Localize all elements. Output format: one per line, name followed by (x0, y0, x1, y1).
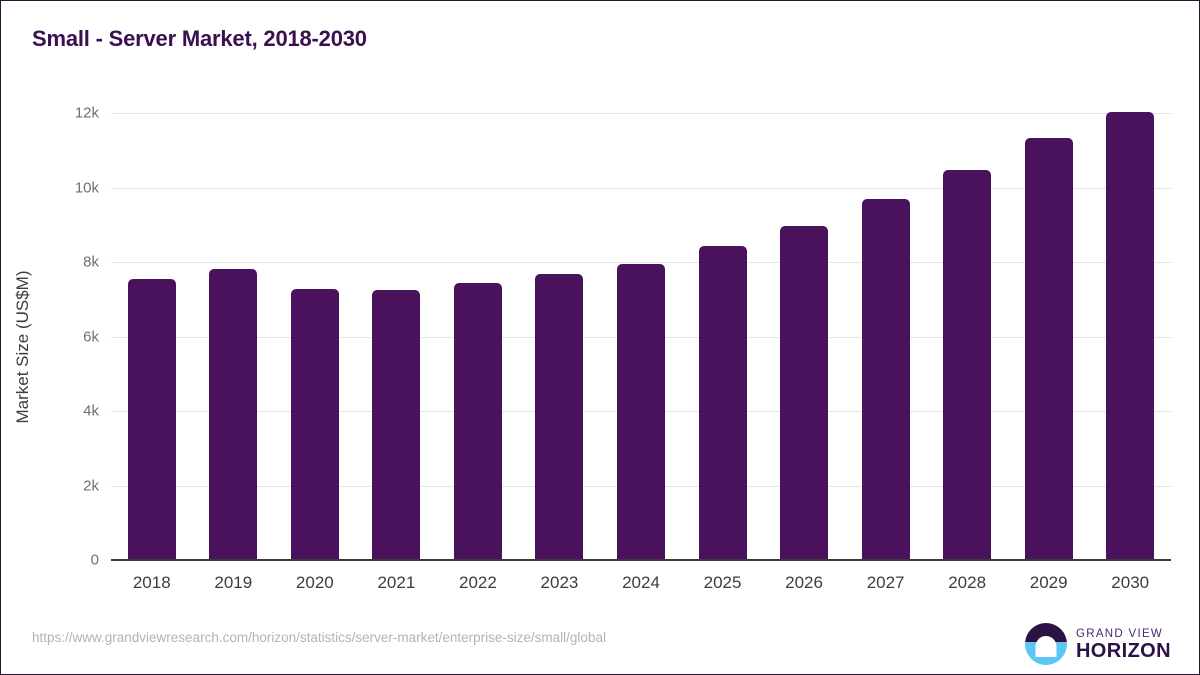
logo-sky (1024, 623, 1067, 643)
y-axis-tick-label: 10k (74, 179, 99, 196)
x-axis-tick-label-2024: 2024 (622, 573, 660, 592)
bar-2028[interactable] (943, 169, 992, 560)
x-axis-tick-label-2023: 2023 (540, 573, 579, 592)
bar-2027[interactable] (861, 199, 910, 560)
source-url[interactable]: https://www.grandviewresearch.com/horizo… (32, 630, 606, 645)
x-axis-line (111, 559, 1171, 561)
bar-2021[interactable] (372, 289, 421, 560)
bar-2022[interactable] (453, 282, 502, 560)
logo-line-lower (1040, 653, 1051, 657)
y-axis-tick-labels: 0 2k 4k 6k 8k 10k 12k (1, 1, 99, 675)
x-axis-tick-label-2021: 2021 (377, 573, 416, 592)
logo-line-upper (1037, 648, 1055, 651)
plot-area (111, 111, 1171, 560)
x-axis-tick-label-2020: 2020 (295, 573, 334, 592)
y-axis-tick-label: 12k (74, 104, 99, 122)
x-axis-tick-label-2028: 2028 (948, 573, 987, 592)
logo-grand-view-text: GRAND VIEW (1075, 627, 1164, 640)
bar-2019[interactable] (209, 268, 258, 560)
gridline (111, 262, 1171, 263)
bar-2029[interactable] (1024, 138, 1073, 560)
bar-2026[interactable] (780, 226, 829, 560)
bar-2030[interactable] (1106, 111, 1155, 560)
x-axis-tick-label-2025: 2025 (703, 573, 742, 592)
x-axis-tick-label-2029: 2029 (1029, 573, 1068, 592)
logo-sun (1035, 636, 1057, 658)
y-axis-tick-label: 8k (83, 253, 99, 271)
x-axis-tick-label-2018: 2018 (132, 573, 171, 592)
grand-view-horizon-logo: GRAND VIEW HORIZON (1024, 621, 1171, 667)
y-axis-tick-label: 6k (83, 328, 99, 345)
gridline (111, 113, 1171, 114)
y-axis-tick-label: 2k (83, 477, 99, 494)
horizon-sun-icon (1024, 623, 1067, 665)
page-title: Small - Server Market, 2018-2030 (32, 26, 367, 51)
y-axis-title: Market Size (US$M) (13, 270, 32, 424)
bar-2020[interactable] (290, 288, 339, 560)
bar-2023[interactable] (535, 273, 584, 560)
logo-horizon-text: HORIZON (1075, 639, 1171, 662)
x-axis-tick-label-2026: 2026 (785, 573, 823, 592)
gridline (111, 187, 1171, 189)
x-axis-tick-label-2022: 2022 (459, 573, 497, 592)
x-axis-tick-label-2019: 2019 (214, 573, 253, 592)
bar-2018[interactable] (127, 278, 176, 560)
x-axis-tick-label-2027: 2027 (866, 573, 905, 592)
bar-2024[interactable] (617, 263, 665, 560)
bar-2025[interactable] (698, 245, 747, 560)
logo-wordmark: GRAND VIEW HORIZON (1076, 627, 1171, 662)
y-axis-tick-label: 4k (83, 402, 99, 420)
x-axis-tick-label-2030: 2030 (1111, 573, 1150, 592)
y-axis-tick-label: 0 (90, 551, 99, 569)
